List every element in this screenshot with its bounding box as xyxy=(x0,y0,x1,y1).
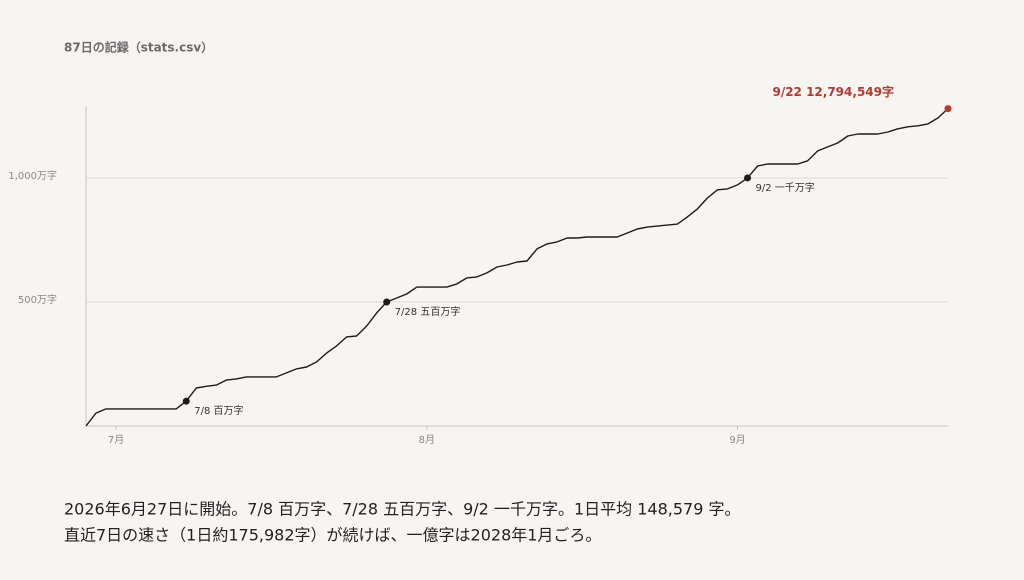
annotation: 9/22 12,794,549字 xyxy=(772,84,894,99)
x-tick-label: 7月 xyxy=(108,434,124,446)
x-tick-label: 8月 xyxy=(419,434,435,446)
y-tick-label: 500万字 xyxy=(18,293,57,306)
y-tick-label: 1,000万字 xyxy=(8,169,57,182)
annotation: 7/28 五百万字 xyxy=(395,305,461,318)
series-line xyxy=(85,108,949,427)
x-tick-label: 9月 xyxy=(729,434,745,446)
annotation: 7/8 百万字 xyxy=(194,404,243,417)
note: 直近7日の速さ（1日約175,982字）が続けば、一億字は2028年1月ごろ。 xyxy=(64,526,601,545)
milestone-dot xyxy=(182,397,190,405)
milestone-dot xyxy=(744,174,752,182)
chart-title: 87日の記録（stats.csv） xyxy=(64,40,213,55)
note: 2026年6月27日に開始。7/8 百万字、7/28 五百万字、9/2 一千万字… xyxy=(64,500,740,519)
annotation: 9/2 一千万字 xyxy=(756,181,815,194)
milestone-dot xyxy=(383,298,391,306)
milestone-dot xyxy=(944,105,952,113)
